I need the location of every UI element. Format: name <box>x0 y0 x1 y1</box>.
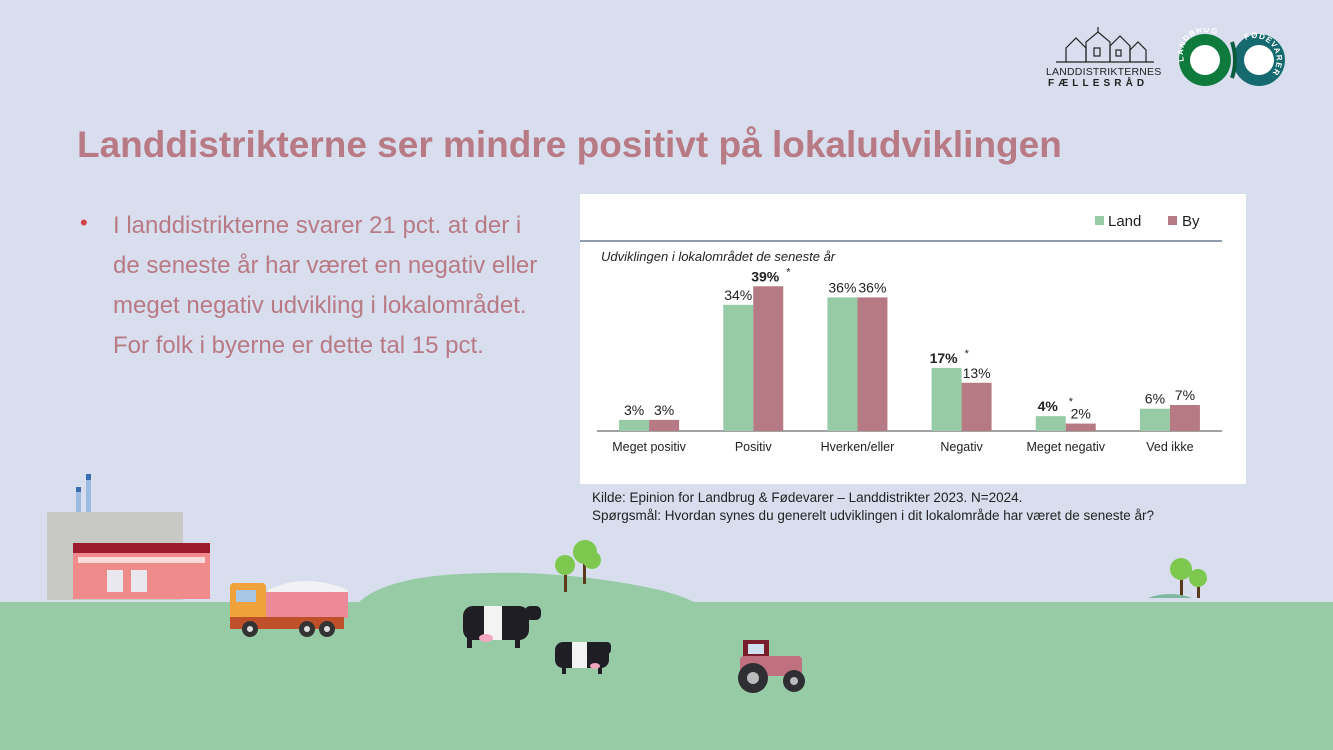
data-label-land: 3% <box>624 402 644 418</box>
factory-icon <box>47 474 210 600</box>
village-houses-icon <box>1056 27 1154 63</box>
bar-land <box>827 297 858 431</box>
truck-icon <box>230 581 348 637</box>
category-label: Hverken/eller <box>821 440 895 454</box>
data-label-land: 17% <box>930 350 959 366</box>
category-label: Meget negativ <box>1026 440 1105 454</box>
bar-land <box>1139 408 1170 431</box>
cow-icon <box>463 606 541 648</box>
data-label-land: 36% <box>828 279 856 295</box>
data-label-land: 6% <box>1145 391 1165 407</box>
bullet-point: • I landdistrikterne svarer 21 pct. at d… <box>80 206 540 366</box>
data-label-by: 13% <box>963 365 991 381</box>
data-label-by: 39% <box>751 268 780 284</box>
grass-field <box>0 602 1333 750</box>
data-label-land: 34% <box>724 287 752 303</box>
chart-legend: Land By <box>1095 213 1200 230</box>
significance-marker: * <box>786 266 791 278</box>
bar-by <box>1169 405 1200 431</box>
source-line-2: Spørgsmål: Hvordan synes du generelt udv… <box>592 508 1155 523</box>
hill <box>355 572 700 606</box>
slide-title: Landdistrikterne ser mindre positivt på … <box>77 124 1062 165</box>
data-label-by: 2% <box>1071 406 1091 422</box>
tree-group-left <box>555 540 601 592</box>
significance-marker: * <box>1069 396 1074 408</box>
chart-subtitle: Udviklingen i lokalområdet de seneste år <box>601 249 836 264</box>
category-label: Negativ <box>940 440 983 454</box>
source-note: Kilde: Epinion for Landbrug & Fødevarer … <box>592 489 1154 525</box>
bar-land <box>723 304 754 431</box>
tree-group-right <box>1148 558 1207 598</box>
source-line-1: Kilde: Epinion for Landbrug & Fødevarer … <box>592 490 1023 505</box>
landbrug-foedevarer-logo: LANDBRUG FØDEVARER <box>1176 28 1285 86</box>
bar-land <box>619 419 650 431</box>
bar-by <box>1065 423 1096 431</box>
data-label-land: 4% <box>1038 398 1059 414</box>
bar-by <box>649 419 680 431</box>
data-label-by: 7% <box>1175 387 1195 403</box>
category-label: Meget positiv <box>612 440 686 454</box>
data-label-by: 3% <box>654 402 674 418</box>
legend-swatch-by <box>1168 216 1177 225</box>
bullet-text: I landdistrikterne svarer 21 pct. at der… <box>113 212 538 359</box>
tractor-icon <box>738 640 805 693</box>
bars-group: 3% 3% Meget positiv 34% 39% * Positiv 36% 36% Hve… <box>612 266 1200 454</box>
bar-by <box>961 382 992 431</box>
bullet-dot-icon: • <box>80 210 88 235</box>
logo-text-line2: FÆLLESRÅD <box>1048 78 1149 89</box>
data-label-by: 36% <box>858 279 886 295</box>
cow-icon <box>555 642 611 674</box>
bar-chart: Land By Udviklingen i lokalområdet de se… <box>580 213 1222 454</box>
bar-land <box>931 367 962 431</box>
significance-marker: * <box>965 348 970 360</box>
category-label: Ved ikke <box>1146 440 1193 454</box>
bar-land <box>1035 416 1066 431</box>
category-label: Positiv <box>735 440 773 454</box>
legend-swatch-land <box>1095 216 1104 225</box>
logo-text-line1: LANDDISTRIKTERNES <box>1046 66 1162 78</box>
bar-by <box>857 297 888 431</box>
legend-label-land: Land <box>1108 213 1141 230</box>
landdistrikternes-faellesraad-logo: LANDDISTRIKTERNES FÆLLESRÅD <box>1046 26 1164 92</box>
legend-label-by: By <box>1182 213 1200 230</box>
chart-card: Land By Udviklingen i lokalområdet de se… <box>580 194 1246 484</box>
bar-by <box>753 286 784 431</box>
